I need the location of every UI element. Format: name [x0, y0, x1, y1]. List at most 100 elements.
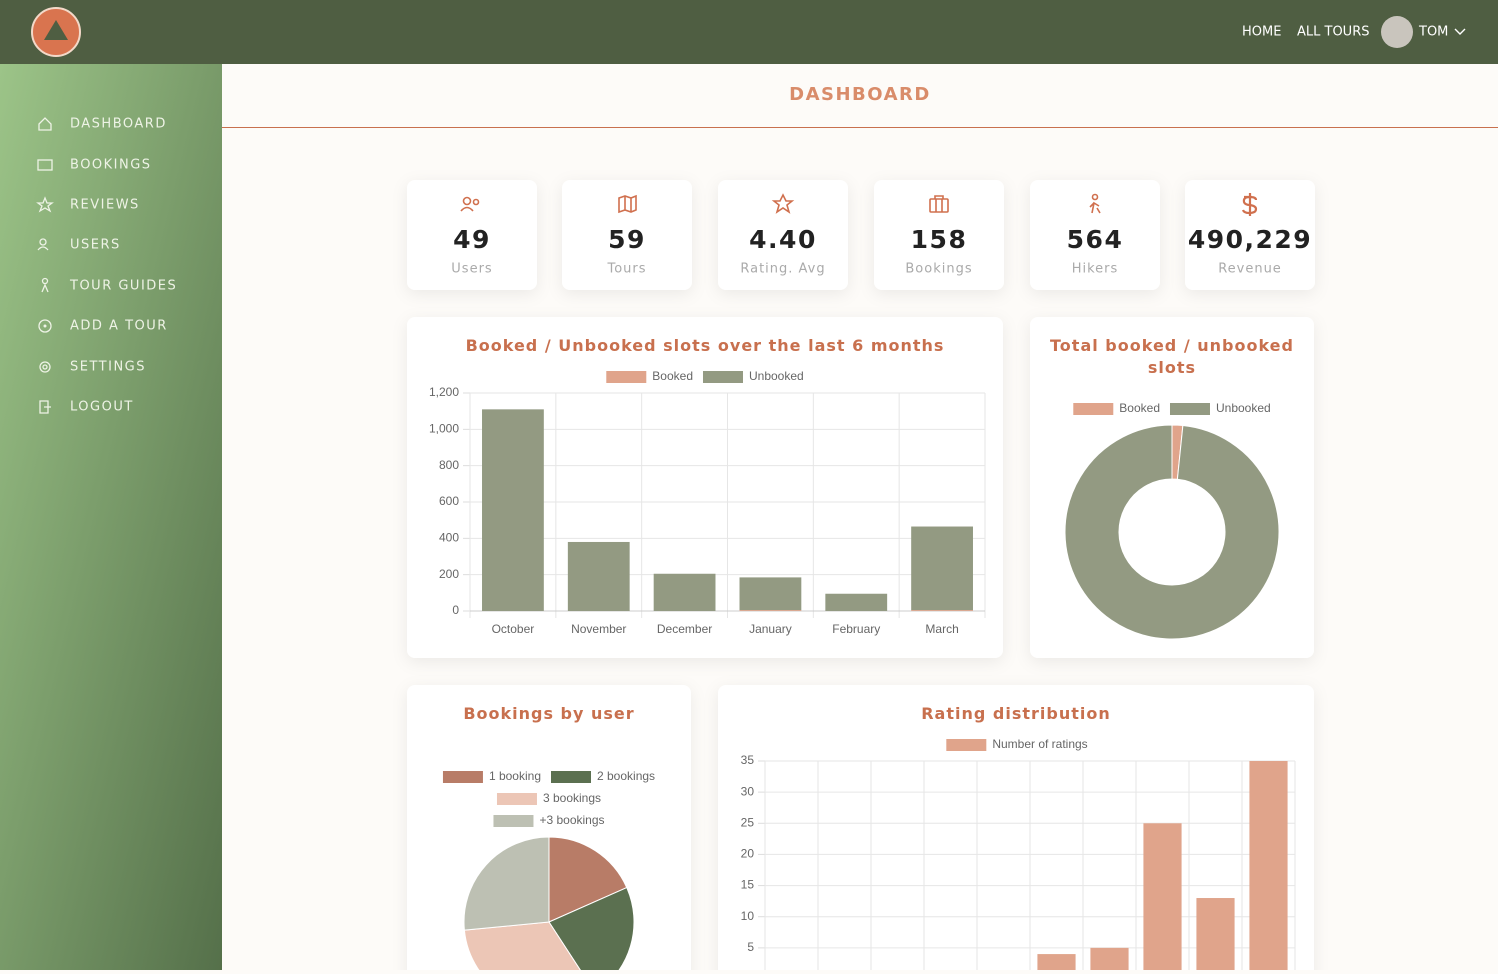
bar — [825, 593, 888, 611]
legend-swatch — [496, 793, 537, 805]
stat-label: Users — [451, 262, 492, 277]
y-tick-label: 1,000 — [429, 422, 459, 436]
x-tick-label: October — [492, 622, 535, 636]
y-tick-label: 0 — [452, 603, 459, 617]
y-tick-label: 10 — [741, 909, 755, 923]
stat-label: Tours — [606, 262, 646, 277]
sidebar-item[interactable]: ADD A TOUR — [70, 319, 168, 334]
bar — [739, 577, 802, 611]
legend: Booked Unbooked — [1073, 401, 1271, 415]
y-tick-label: 5 — [747, 940, 754, 954]
legend-swatch — [702, 371, 743, 383]
legend-swatch — [946, 739, 987, 751]
chart-title-box: Bookings by user — [463, 704, 635, 723]
bar — [1090, 947, 1129, 974]
user-name[interactable]: TOM — [1418, 25, 1448, 40]
legend-label: Booked — [1119, 401, 1160, 415]
y-tick-label: 15 — [741, 878, 755, 892]
slice — [463, 921, 584, 974]
avatar[interactable] — [1381, 16, 1413, 48]
sidebar-item[interactable]: DASHBOARD — [70, 117, 167, 132]
chart-title-box: Booked / Unbooked slots over the last 6 … — [465, 336, 945, 355]
top-bar — [0, 0, 1498, 64]
sidebar-item[interactable]: REVIEWS — [70, 198, 140, 213]
legend: Number of ratings — [946, 737, 1088, 751]
stat-label: Rating. Avg — [740, 262, 825, 277]
bar — [653, 573, 716, 611]
chart-title: Bookings by user — [463, 704, 635, 723]
slice — [1064, 424, 1280, 640]
y-tick-label: 600 — [439, 494, 459, 508]
bar — [911, 610, 973, 611]
legend-label: +3 bookings — [539, 813, 604, 827]
slice — [548, 836, 628, 923]
sidebar-item[interactable]: BOOKINGS — [70, 158, 152, 173]
legend-label: Unbooked — [749, 369, 804, 383]
sidebar-item[interactable]: USERS — [70, 238, 121, 253]
stat-value: 158 — [911, 225, 968, 254]
stats: 49 Users 59 Tours 4.40 Rating. Avg 158 Bookings… — [451, 225, 1312, 277]
legend-label: 2 bookings — [597, 769, 655, 783]
stat-value: 49 — [453, 225, 491, 254]
stat-value: 59 — [608, 225, 646, 254]
chart-title-box: Total booked / unbooked slots — [1050, 336, 1294, 377]
x-tick-label: January — [749, 622, 792, 636]
chart-title: Total booked / unbooked slots — [1050, 336, 1294, 377]
stat-label: Bookings — [905, 262, 972, 277]
x-tick-label: March — [925, 622, 958, 636]
y-tick-label: 30 — [741, 784, 755, 798]
sidebar-item[interactable]: LOGOUT — [70, 400, 134, 415]
sidebar-item[interactable]: TOUR GUIDES — [69, 279, 177, 294]
bar — [1249, 761, 1288, 974]
chart-title: Rating distribution — [921, 704, 1111, 723]
page-title: DASHBOARD — [789, 84, 931, 105]
legend-swatch — [606, 371, 647, 383]
slice — [463, 836, 550, 931]
bar — [1143, 823, 1182, 974]
stat-value: 4.40 — [749, 225, 817, 254]
nav-link[interactable]: ALL TOURS — [1297, 25, 1369, 40]
legend-label: Booked — [652, 369, 693, 383]
x-tick-label: November — [571, 622, 626, 636]
legend-swatch — [551, 771, 591, 783]
legend-swatch — [493, 815, 534, 827]
sidebar-icons — [36, 117, 54, 414]
chart-title-box: Rating distribution — [921, 704, 1111, 723]
y-tick-label: 35 — [741, 753, 755, 767]
stat-label: Revenue — [1218, 262, 1282, 277]
y-tick-label: 1,200 — [429, 385, 459, 399]
logo-mark — [44, 20, 68, 40]
charts: Booked / Unbooked slots over the last 6 … — [429, 336, 1296, 974]
bar — [567, 541, 630, 611]
sidebar — [0, 64, 222, 970]
legend-label: Number of ratings — [992, 737, 1087, 751]
stat-icons — [460, 193, 1258, 216]
legend: 3 bookings — [496, 791, 601, 805]
nav-link[interactable]: HOME — [1242, 25, 1281, 40]
sidebar-item[interactable]: SETTINGS — [70, 360, 146, 375]
legend-swatch — [442, 771, 483, 783]
stat-value: 564 — [1067, 225, 1124, 254]
y-tick-label: 800 — [439, 458, 459, 472]
legend-swatch — [1073, 403, 1114, 415]
bar — [482, 409, 544, 611]
y-tick-label: 25 — [741, 815, 755, 829]
legend-label: Unbooked — [1216, 401, 1271, 415]
bar — [739, 610, 802, 611]
chevron[interactable] — [1454, 28, 1466, 35]
legend: +3 bookings — [493, 813, 605, 827]
legend-swatch — [1169, 403, 1210, 415]
legend: 1 booking 2 bookings — [442, 769, 655, 783]
x-tick-label: February — [832, 622, 880, 636]
bar — [1037, 954, 1076, 974]
stat-label: Hikers — [1072, 262, 1119, 277]
y-tick-label: 200 — [439, 567, 459, 581]
stat-value: 490,229 — [1188, 225, 1312, 254]
chart-title: Booked / Unbooked slots over the last 6 … — [465, 336, 945, 355]
y-tick-label: 20 — [741, 847, 755, 861]
bar — [911, 526, 973, 611]
y-tick-label: 400 — [439, 531, 459, 545]
legend: Booked Unbooked — [606, 369, 804, 383]
